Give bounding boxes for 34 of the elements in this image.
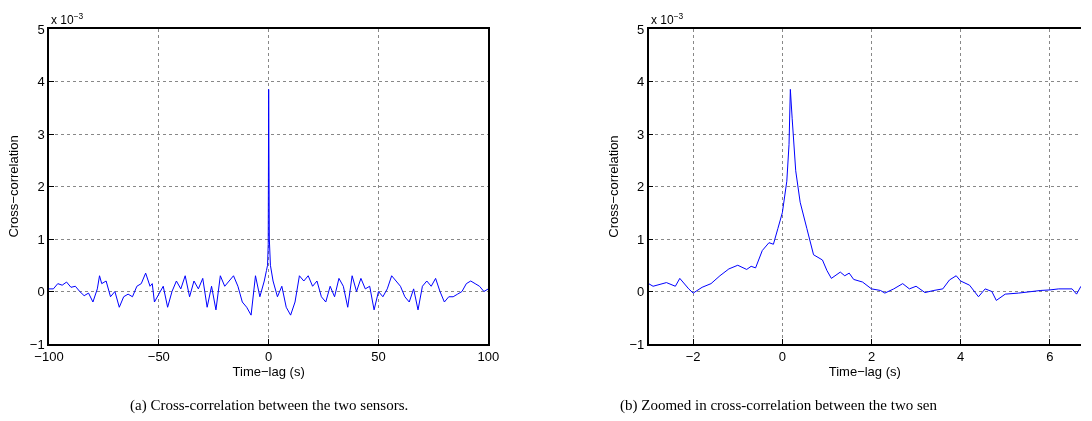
y-tick-label: 2 (637, 179, 645, 195)
y-tick-label: 0 (37, 284, 45, 300)
y-tick-label: 0 (637, 284, 645, 300)
y-axis-title: Cross−correlation (605, 135, 621, 238)
text: (b) Zoomed in cross-correlation between the two sen (620, 397, 938, 414)
line-series (49, 88, 489, 316)
text: x 10$^{−3}$ (651, 11, 684, 28)
x-tick-label: 2 (867, 349, 876, 365)
x-tick-label: 50 (371, 349, 386, 365)
x-axis-title: Time−lag (s) (232, 364, 305, 380)
x-axis-title: Time−lag (s) (828, 364, 901, 380)
y-tick-label: 3 (37, 126, 45, 142)
x-tick-label: 6 (1046, 349, 1054, 365)
x-tick-label: −2 (685, 349, 701, 365)
y-axis-title: Cross−correlation (6, 135, 22, 238)
y-tick-label: 5 (37, 21, 45, 37)
text: (a) Cross-correlation between the two sensors. (130, 397, 409, 414)
y-tick-label: 1 (637, 231, 645, 247)
x-tick-label: −100 (34, 349, 64, 365)
x-tick-label: 0 (265, 349, 273, 365)
x-tick-label: −50 (147, 349, 170, 365)
x-tick-label: 0 (778, 349, 786, 365)
y-tick-label: 5 (637, 21, 645, 37)
y-tick-label: 4 (637, 74, 645, 90)
y-tick-label: 2 (37, 179, 45, 195)
x-tick-label: 4 (957, 349, 965, 365)
y-tick-label: 3 (637, 126, 645, 142)
y-tick-label: 4 (37, 74, 45, 90)
y-tick-label: 1 (37, 231, 45, 247)
text: x 10$^{−3}$ (51, 11, 84, 28)
line-series (648, 88, 1081, 301)
x-tick-label: 100 (477, 349, 500, 365)
y-tick-label: −1 (629, 336, 645, 352)
y-tick-label: −1 (29, 336, 45, 352)
